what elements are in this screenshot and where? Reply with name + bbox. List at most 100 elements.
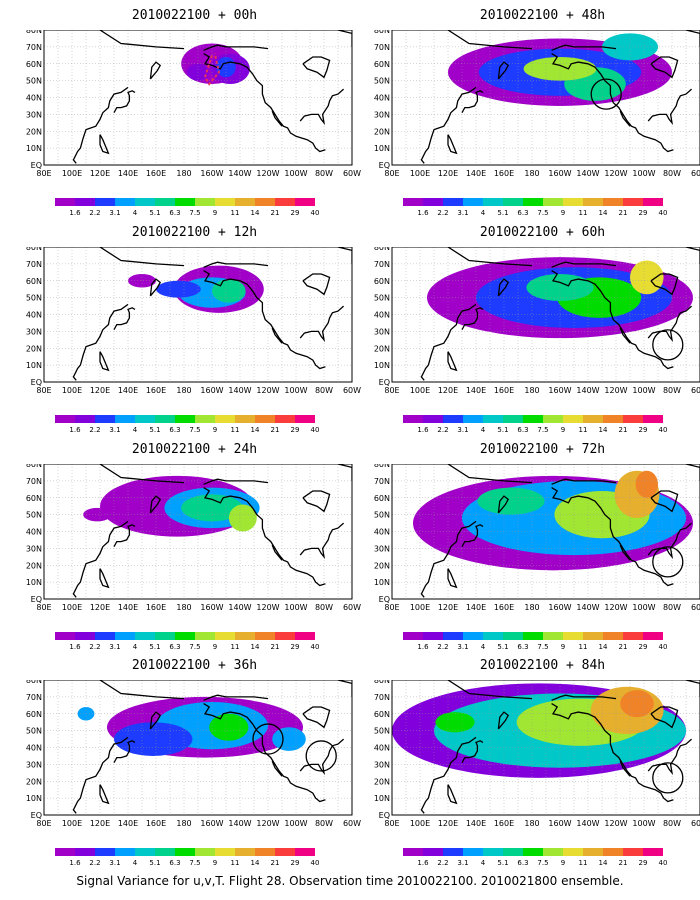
coastline	[72, 736, 129, 814]
colorbar: 1.6 2.2 3.1 4 5.1 6.3 7.5 9 11 14 21 29 40	[55, 848, 319, 867]
colorbar-label: 3.1	[109, 859, 120, 867]
colorbar: 1.6 2.2 3.1 4 5.1 6.3 7.5 9 11 14 21 29 40	[403, 198, 667, 217]
colorbar-swatch	[443, 848, 463, 856]
colorbar-label: 29	[291, 643, 300, 651]
lat-label: 20N	[26, 127, 42, 136]
coastline	[461, 524, 484, 548]
lon-label: 120E	[90, 819, 110, 828]
coastline	[203, 478, 269, 485]
colorbar-swatch	[563, 415, 583, 423]
colorbar-swatch	[75, 415, 95, 423]
lon-label: 160E	[146, 603, 166, 612]
lat-label: 20N	[26, 777, 42, 786]
lon-label: 160W	[548, 819, 571, 828]
variance-region	[477, 487, 545, 515]
coastline	[647, 88, 693, 126]
colorbar-label: 11	[231, 643, 240, 651]
coastline	[497, 278, 510, 297]
lon-label: 160W	[548, 603, 571, 612]
lon-label: 80E	[384, 169, 399, 178]
lon-label: 120W	[604, 603, 627, 612]
colorbar-swatch	[623, 632, 643, 640]
variance-region	[435, 712, 475, 733]
coastline	[497, 711, 510, 730]
colorbar-label: 3.1	[457, 859, 468, 867]
colorbar-label: 1.6	[417, 426, 429, 434]
map-panel-36h: 2010022100 + 36h 80N 70N 60N 50N 40N 30N 20N 10N…	[22, 658, 367, 880]
coastline	[447, 568, 458, 589]
lat-label: 80N	[26, 464, 42, 469]
lat-label: 10N	[374, 144, 390, 153]
lon-label: 140W	[228, 819, 251, 828]
lon-label: 140W	[576, 386, 599, 395]
colorbar-label: 6.3	[517, 643, 528, 651]
coastline	[271, 110, 283, 127]
variance-region	[83, 507, 112, 522]
colorbar-swatch	[523, 415, 543, 423]
lon-label: 160W	[200, 386, 223, 395]
colorbar-swatch	[155, 198, 175, 206]
colorbar-swatch	[463, 415, 483, 423]
colorbar-swatch	[155, 415, 175, 423]
coastline	[551, 478, 617, 485]
highlight-circle	[652, 762, 684, 794]
colorbar-swatch	[603, 415, 623, 423]
highlight-circle	[652, 329, 684, 361]
coastline	[619, 110, 631, 127]
colorbar-swatch	[543, 848, 563, 856]
figure-caption: Signal Variance for u,v,T. Flight 28. Ob…	[76, 874, 624, 888]
colorbar-swatch	[135, 415, 155, 423]
lat-label: EQ	[379, 161, 390, 170]
colorbar: 1.6 2.2 3.1 4 5.1 6.3 7.5 9 11 14 21 29 40	[403, 415, 668, 434]
coastline	[299, 305, 345, 343]
colorbar-label: 1.6	[69, 426, 81, 434]
coastline	[72, 520, 129, 598]
colorbar-swatch	[215, 415, 235, 423]
colorbar-swatch	[295, 632, 315, 640]
coastline	[203, 703, 326, 803]
lon-label: 80E	[36, 603, 51, 612]
panel-title: 2010022100 + 24h	[131, 442, 258, 457]
colorbar-label: 4	[481, 209, 486, 217]
lon-label: 160E	[494, 169, 514, 178]
colorbar-swatch	[295, 415, 315, 423]
colorbar-swatch	[403, 632, 423, 640]
colorbar-label: 5.1	[149, 643, 160, 651]
colorbar-swatch	[423, 415, 443, 423]
colorbar-label: 29	[291, 209, 300, 217]
panel-title: 2010022100 + 48h	[479, 8, 606, 23]
colorbar-label: 29	[291, 426, 300, 434]
coastline	[420, 520, 477, 598]
lon-label: 80W	[663, 819, 681, 828]
lon-label: 120E	[438, 819, 458, 828]
coastline	[337, 30, 352, 47]
lat-label: 40N	[374, 94, 390, 103]
lon-label: 60W	[691, 386, 700, 395]
colorbar-swatch	[115, 415, 135, 423]
colorbar-label: 9	[561, 209, 565, 217]
coastline	[99, 30, 185, 50]
lat-label: 60N	[374, 710, 390, 719]
colorbar-label: 3.1	[457, 643, 468, 651]
lon-label: 60W	[343, 169, 361, 178]
colorbar-swatch	[195, 198, 215, 206]
variance-region	[272, 727, 306, 751]
lon-label: 100E	[410, 386, 430, 395]
colorbar-swatch	[543, 198, 563, 206]
coastline	[551, 53, 674, 153]
colorbar-swatch	[603, 848, 623, 856]
colorbar-label: 40	[659, 426, 668, 434]
lat-label: 10N	[26, 578, 42, 587]
colorbar-swatch	[55, 198, 75, 206]
colorbar-swatch	[275, 632, 295, 640]
colorbar-label: 1.6	[417, 643, 429, 651]
lat-label: 70N	[26, 260, 42, 269]
coastline	[302, 273, 331, 296]
colorbar-swatch	[95, 632, 115, 640]
colorbar-label: 9	[561, 859, 565, 867]
colorbar-label: 2.2	[89, 209, 100, 217]
lat-label: 70N	[374, 693, 390, 702]
colorbar-swatch	[135, 632, 155, 640]
coastline	[447, 464, 533, 484]
